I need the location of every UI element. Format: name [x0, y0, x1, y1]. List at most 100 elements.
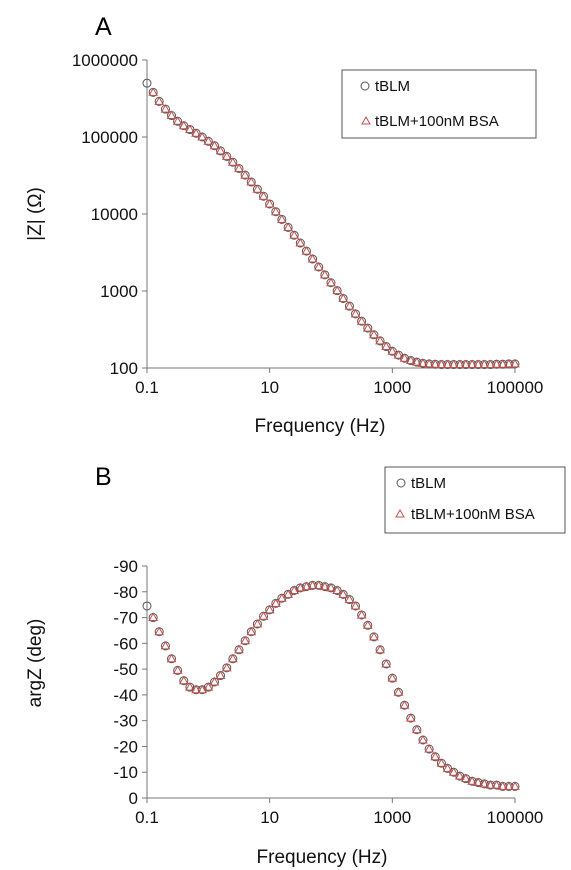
- data-point-triangle: [326, 277, 336, 287]
- data-point-triangle: [154, 96, 165, 105]
- data-point-triangle: [424, 358, 434, 368]
- data-point-triangle: [381, 658, 392, 668]
- chart-panel-a: A 0.1 10 1000 100000 100 1000 10000 100000 10000…: [25, 13, 543, 437]
- data-point-triangle: [485, 359, 496, 369]
- data-point-triangle: [473, 359, 484, 369]
- x-tick-label: 0.1: [135, 378, 159, 397]
- y-tick-label: 0: [129, 789, 138, 808]
- x-axis-label-a: Frequency (Hz): [255, 416, 386, 437]
- data-point-triangle: [473, 777, 484, 787]
- data-point-triangle: [375, 335, 385, 345]
- data-point-triangle: [430, 751, 441, 761]
- data-point-triangle: [460, 359, 471, 369]
- x-axis-label-b: Frequency (Hz): [257, 847, 388, 868]
- data-point-triangle: [356, 316, 367, 325]
- data-point-triangle: [264, 604, 275, 614]
- data-point-triangle: [418, 734, 428, 744]
- data-point-triangle: [424, 744, 434, 753]
- legend-box-b: [384, 466, 566, 534]
- data-point-triangle: [178, 120, 189, 130]
- data-point-triangle: [203, 136, 214, 145]
- data-point-triangle: [160, 104, 171, 113]
- legend-label-bsa-a: tBLM+100nM BSA: [375, 113, 499, 130]
- series-tblm-b: [142, 580, 520, 791]
- y-tick-label: -20: [113, 737, 138, 756]
- data-point-triangle: [448, 767, 459, 776]
- data-point-triangle: [430, 359, 441, 368]
- data-point-triangle: [252, 184, 263, 193]
- data-point-triangle: [332, 285, 343, 295]
- data-point-triangle: [313, 580, 324, 589]
- data-point-triangle: [264, 198, 275, 208]
- data-point-triangle: [313, 261, 324, 271]
- legend-label-bsa-b: tBLM+100nM BSA: [411, 506, 535, 523]
- data-point-triangle: [405, 713, 416, 722]
- y-tick-label: 100: [110, 359, 138, 378]
- data-point-triangle: [289, 585, 300, 594]
- data-point-triangle: [209, 140, 220, 150]
- data-point-triangle: [191, 684, 201, 694]
- data-point-triangle: [160, 640, 171, 650]
- data-point-triangle: [497, 781, 508, 790]
- y-tick-label: -70: [113, 609, 138, 628]
- data-point-triangle: [221, 151, 232, 160]
- data-point-triangle: [154, 626, 165, 636]
- data-point-triangle: [375, 644, 385, 654]
- data-point-triangle: [215, 670, 226, 680]
- data-point-circle: [142, 78, 152, 88]
- x-tick-label: 1000: [373, 378, 411, 397]
- data-point-triangle: [503, 358, 514, 368]
- y-tick-label: -90: [113, 557, 138, 576]
- data-point-triangle: [411, 724, 422, 734]
- legend-triangle-icon-b: [395, 508, 405, 518]
- data-point-triangle: [258, 191, 269, 200]
- data-point-triangle: [393, 350, 404, 359]
- panel-label-b: B: [95, 463, 112, 491]
- data-point-triangle: [369, 329, 379, 339]
- data-point-triangle: [460, 773, 471, 783]
- data-point-triangle: [326, 582, 336, 592]
- data-point-triangle: [497, 359, 508, 368]
- data-point-triangle: [246, 177, 257, 186]
- data-point-triangle: [185, 124, 195, 134]
- data-point-triangle: [350, 600, 361, 610]
- data-point-triangle: [234, 163, 244, 172]
- data-point-triangle: [454, 771, 465, 780]
- data-point-triangle: [350, 308, 361, 318]
- x-tick-label: 100000: [487, 378, 544, 397]
- x-tick-label: 10: [260, 808, 279, 827]
- legend-a: tBLM tBLM+100nM BSA: [341, 69, 537, 139]
- data-point-triangle: [166, 110, 177, 120]
- data-point-triangle: [240, 635, 250, 645]
- data-point-triangle: [227, 653, 238, 663]
- data-point-triangle: [227, 157, 238, 166]
- legend-circle-icon-b: [396, 478, 406, 488]
- y-tick-label: 100000: [81, 128, 138, 147]
- axis-ticks-a: 0.1 10 1000 100000 100 1000 10000 100000 1000000: [72, 51, 544, 397]
- data-point-triangle: [405, 355, 416, 365]
- data-point-triangle: [185, 682, 195, 691]
- data-point-triangle: [197, 131, 208, 141]
- data-point-triangle: [485, 780, 496, 789]
- data-point-triangle: [191, 128, 201, 137]
- data-point-triangle: [307, 254, 318, 263]
- data-point-triangle: [148, 87, 159, 96]
- data-point-triangle: [295, 238, 306, 247]
- data-point-triangle: [387, 673, 398, 682]
- y-tick-label: -60: [113, 634, 138, 653]
- data-points-b: [142, 580, 520, 791]
- data-point-triangle: [393, 687, 404, 696]
- data-point-triangle: [215, 145, 226, 155]
- data-point-triangle: [510, 781, 520, 790]
- data-point-triangle: [234, 644, 244, 654]
- data-point-triangle: [246, 626, 257, 636]
- legend-box-a: [341, 69, 537, 139]
- data-point-triangle: [399, 353, 410, 362]
- data-point-triangle: [399, 700, 410, 709]
- data-point-triangle: [362, 620, 373, 629]
- data-point-triangle: [289, 230, 300, 239]
- data-point-triangle: [166, 653, 177, 663]
- x-tick-label: 0.1: [135, 808, 159, 827]
- data-point-triangle: [479, 778, 490, 788]
- data-point-triangle: [203, 682, 214, 691]
